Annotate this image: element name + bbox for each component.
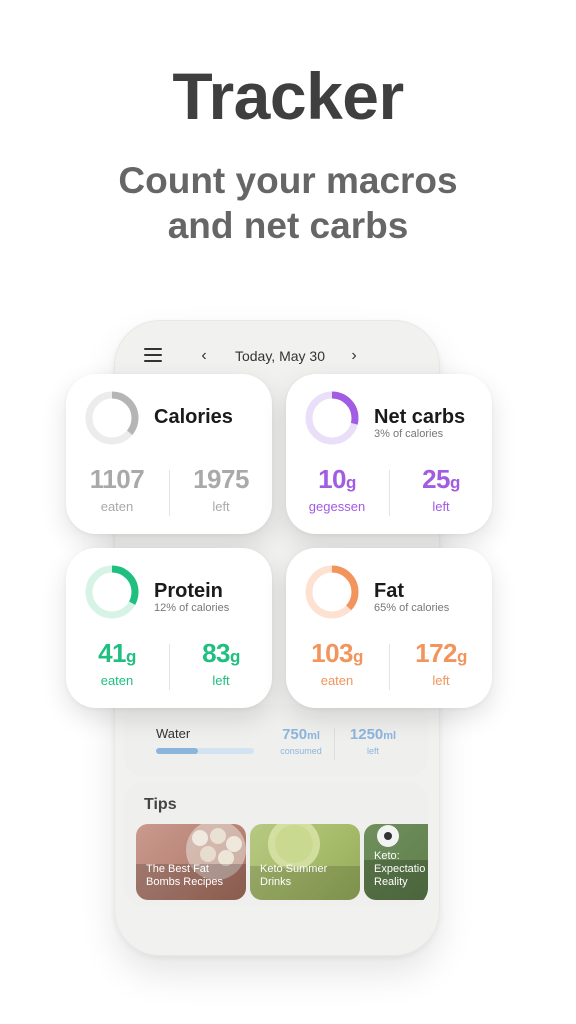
subheadline: Count your macros and net carbs xyxy=(0,158,576,248)
subheadline-line-1: Count your macros xyxy=(118,160,458,201)
fat-left: 172g left xyxy=(390,638,492,688)
tip-caption: Keto Summer Drinks xyxy=(260,863,328,888)
protein-ring xyxy=(85,565,139,619)
water-consumed: 750ml consumed xyxy=(270,726,332,756)
fat-eaten-label: eaten xyxy=(320,673,354,688)
fat-subtitle: 65% of calories xyxy=(374,602,450,614)
protein-eaten: 41g eaten xyxy=(66,638,168,688)
fat-eaten-value: 103 xyxy=(311,638,353,668)
calories-left-label: left xyxy=(212,499,230,514)
water-left-value: 1250 xyxy=(349,726,384,743)
chevron-left-icon[interactable]: ‹ xyxy=(201,347,207,364)
tip-card[interactable]: The Best Fat Bombs Recipes xyxy=(136,824,246,900)
unit: g xyxy=(126,647,136,666)
protein-eaten-value: 41 xyxy=(98,638,127,668)
net-carbs-eaten-value: 10 xyxy=(318,464,347,494)
calories-eaten-label: eaten xyxy=(100,499,134,514)
protein-card[interactable]: Protein 12% of calories 41g eaten 83g le… xyxy=(66,548,272,708)
unit: g xyxy=(457,647,467,666)
fat-ring xyxy=(305,565,359,619)
divider xyxy=(169,470,170,516)
top-bar: ‹ Today, May 30 › xyxy=(114,344,440,368)
calories-card[interactable]: Calories 1107 eaten 1975 left xyxy=(66,374,272,534)
tips-title: Tips xyxy=(144,796,177,813)
tips-section: Tips The Best Fat Bombs Recipes Keto Sum… xyxy=(124,782,428,906)
net-carbs-card[interactable]: Net carbs 3% of calories 10g gegessen 25… xyxy=(286,374,492,534)
calories-title: Calories xyxy=(154,406,233,428)
net-carbs-left: 25g left xyxy=(390,464,492,514)
summer-drinks-image xyxy=(250,824,360,900)
fat-title: Fat xyxy=(374,580,404,602)
fat-bombs-image xyxy=(136,824,246,900)
net-carbs-left-label: left xyxy=(432,499,450,514)
tip-caption: The Best Fat Bombs Recipes xyxy=(146,863,224,888)
calories-ring xyxy=(85,391,139,445)
water-consumed-label: consumed xyxy=(280,746,322,756)
unit: g xyxy=(353,647,363,666)
fat-left-value: 172 xyxy=(415,638,457,668)
calories-left-value: 1975 xyxy=(193,464,249,494)
subheadline-line-2: and net carbs xyxy=(167,205,409,246)
fat-eaten: 103g eaten xyxy=(286,638,388,688)
divider xyxy=(389,470,390,516)
net-carbs-left-value: 25 xyxy=(422,464,451,494)
fat-card[interactable]: Fat 65% of calories 103g eaten 172g left xyxy=(286,548,492,708)
water-progress-bar xyxy=(156,748,254,754)
net-carbs-subtitle: 3% of calories xyxy=(374,428,444,440)
water-consumed-value: 750 xyxy=(282,726,308,743)
protein-title: Protein xyxy=(154,580,223,602)
unit: ml xyxy=(307,730,320,742)
date-label[interactable]: Today, May 30 xyxy=(234,348,325,364)
soccer-ball-image xyxy=(364,825,428,900)
net-carbs-eaten-label: gegessen xyxy=(308,499,366,514)
unit: g xyxy=(450,473,460,492)
calories-eaten-value: 1107 xyxy=(89,464,145,494)
fat-left-label: left xyxy=(432,673,450,688)
divider xyxy=(169,644,170,690)
chevron-right-icon[interactable]: › xyxy=(351,347,357,364)
divider xyxy=(389,644,390,690)
calories-eaten: 1107 eaten xyxy=(66,464,168,514)
protein-eaten-label: eaten xyxy=(100,673,134,688)
net-carbs-title: Net carbs xyxy=(374,406,466,428)
tip-card[interactable]: Keto Summer Drinks xyxy=(250,824,360,900)
divider xyxy=(334,728,335,760)
water-label: Water xyxy=(156,726,191,741)
calories-left: 1975 left xyxy=(170,464,272,514)
tip-caption: Keto: Expectatio Reality xyxy=(374,850,426,888)
protein-left: 83g left xyxy=(170,638,272,688)
net-carbs-eaten: 10g gegessen xyxy=(286,464,388,514)
water-left-label: left xyxy=(366,746,379,756)
unit: g xyxy=(230,647,240,666)
water-card[interactable]: Water 750ml consumed 1250ml left xyxy=(124,704,428,776)
protein-left-value: 83 xyxy=(202,638,231,668)
tip-card[interactable]: Keto: Expectatio Reality xyxy=(364,824,428,900)
water-progress-fill xyxy=(156,748,199,754)
unit: ml xyxy=(383,730,397,742)
headline: Tracker xyxy=(172,59,404,133)
protein-left-label: left xyxy=(212,673,230,688)
water-left: 1250ml left xyxy=(338,726,408,756)
unit: g xyxy=(346,473,356,492)
protein-subtitle: 12% of calories xyxy=(154,602,230,614)
hamburger-menu-icon[interactable] xyxy=(144,348,162,362)
net-carbs-ring xyxy=(305,391,359,445)
